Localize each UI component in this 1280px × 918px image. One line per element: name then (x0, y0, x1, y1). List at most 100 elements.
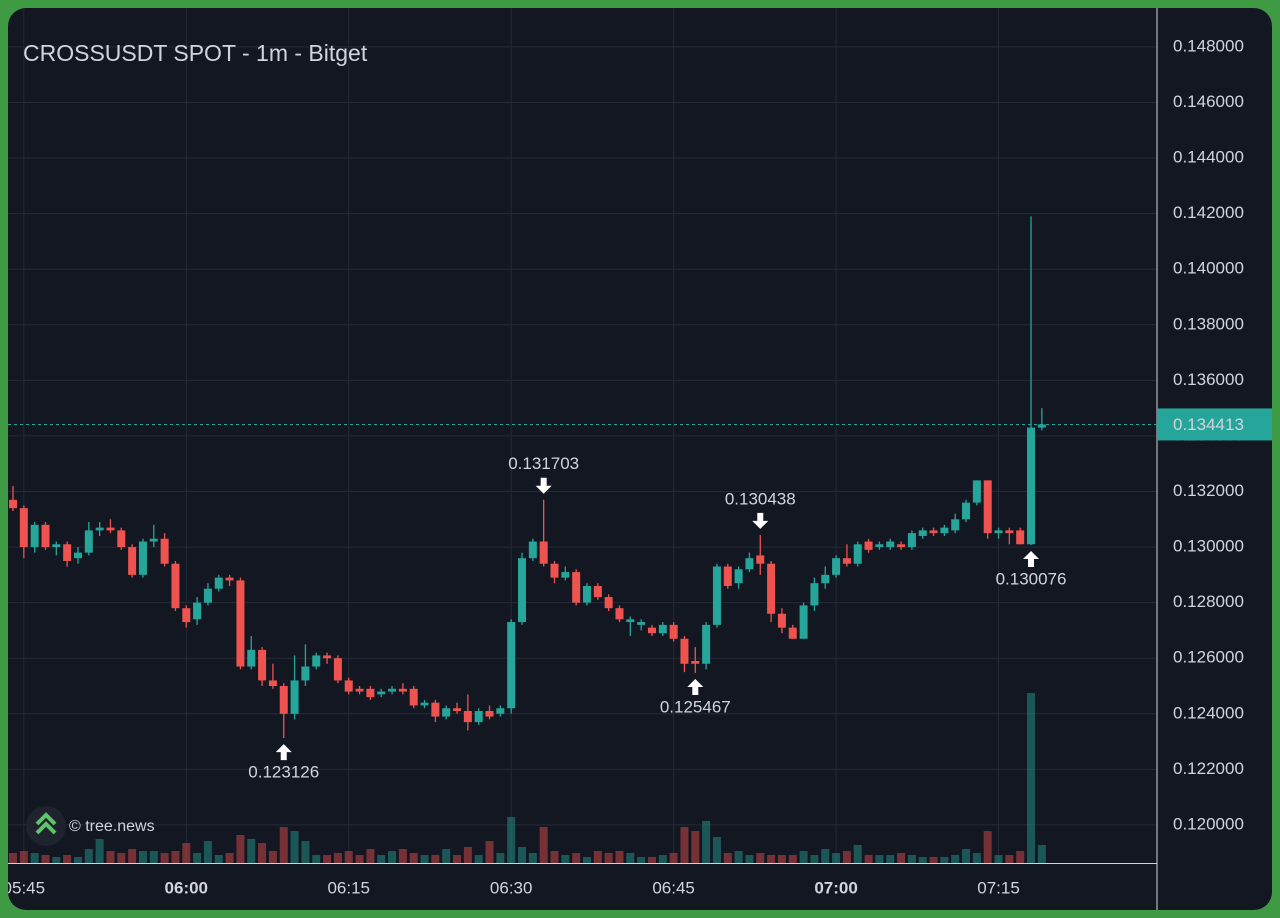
volume-bar (41, 855, 50, 863)
candle-body (377, 691, 386, 695)
candle-body (712, 566, 721, 625)
volume-bar (106, 851, 115, 863)
volume-bar (160, 853, 169, 863)
volume-bar (225, 853, 234, 863)
candle-body (19, 508, 28, 548)
volume-bar (777, 855, 786, 863)
candle-body (1005, 530, 1014, 534)
candle-body (409, 688, 418, 706)
volume-bar (1005, 855, 1014, 863)
volume-bar (637, 857, 646, 863)
volume-bar (73, 857, 82, 863)
candle-body (929, 530, 938, 534)
x-tick-label: 06:00 (165, 878, 208, 897)
candle-body (52, 544, 61, 548)
volume-bar (398, 849, 407, 863)
candle-layer (9, 216, 1046, 739)
candle-body (691, 660, 700, 664)
volume-bar (918, 857, 927, 863)
candle-body (30, 524, 39, 548)
candle-body (138, 541, 147, 575)
candle-body (463, 711, 472, 723)
candle-body (810, 583, 819, 606)
candle-body (897, 544, 906, 548)
volume-bar (962, 849, 971, 863)
volume-bar (323, 855, 332, 863)
candle-body (496, 708, 505, 714)
candle-body (658, 624, 667, 634)
y-tick-label: 0.138000 (1173, 314, 1244, 333)
volume-bar (355, 855, 364, 863)
annotation-label: 0.125467 (660, 698, 731, 717)
volume-bar (929, 857, 938, 863)
volume-bar (756, 853, 765, 863)
chart-title: CROSSUSDT SPOT - 1m - Bitget (23, 40, 368, 66)
annotation-label: 0.130076 (996, 569, 1067, 588)
volume-bar (1037, 845, 1046, 863)
candle-body (821, 574, 830, 584)
volume-bar (647, 857, 656, 863)
y-tick-label: 0.130000 (1173, 537, 1244, 556)
candle-body (420, 702, 429, 706)
volume-bar (658, 855, 667, 863)
volume-bar (409, 853, 418, 863)
volume-bar (9, 853, 17, 863)
volume-bar (788, 855, 797, 863)
candle-body (225, 577, 234, 581)
volume-bar (1016, 851, 1025, 863)
overlay: 0.123126 0.131703 0.125467 0.130438 0.130076… (8, 408, 1272, 782)
volume-bar (84, 849, 93, 863)
volume-bar (19, 851, 28, 863)
volume-bar (279, 827, 288, 863)
panel (8, 8, 1272, 910)
y-tick-label: 0.146000 (1173, 92, 1244, 111)
candle-body (604, 597, 613, 609)
candle-body (355, 688, 364, 692)
candle-body (1016, 530, 1025, 545)
axes: 0.120000 0.122000 0.124000 0.126000 0.128000… (3, 8, 1244, 910)
candle-body (268, 680, 277, 686)
candle-body (972, 480, 981, 503)
volume-bar (907, 855, 916, 863)
watermark-icon (35, 812, 57, 835)
candle-body (193, 602, 202, 620)
candle-body (182, 608, 191, 623)
candle-body (918, 530, 927, 536)
candle-body (994, 530, 1003, 534)
annotation-arrow (752, 512, 769, 529)
volume-bar (691, 831, 700, 863)
y-tick-label: 0.142000 (1173, 203, 1244, 222)
candle-body (41, 524, 50, 548)
candle-body (214, 577, 223, 589)
candle-body (247, 649, 256, 667)
volume-bar (810, 855, 819, 863)
volume-bar (832, 853, 841, 863)
candle-body (453, 708, 462, 712)
y-tick-label: 0.128000 (1173, 592, 1244, 611)
candle-body (442, 708, 451, 717)
candle-body (875, 544, 884, 548)
volume-bar (539, 827, 548, 863)
candle-body (312, 655, 321, 667)
volume-bar (528, 853, 537, 863)
volume-bar (712, 837, 721, 863)
candle-body (864, 541, 873, 550)
candle-body (333, 658, 342, 681)
grid (8, 8, 1157, 863)
candle-body (626, 619, 635, 623)
volume-bar (258, 843, 267, 863)
candle-body (680, 638, 689, 664)
volume-bar (193, 853, 202, 863)
volume-bar (268, 851, 277, 863)
x-tick-label: 05:45 (3, 878, 46, 897)
volume-bar (290, 831, 299, 863)
annotation-label: 0.131703 (508, 454, 579, 473)
y-tick-label: 0.122000 (1173, 759, 1244, 778)
volume-bar (842, 851, 851, 863)
volume-bar (171, 851, 180, 863)
y-tick-label: 0.124000 (1173, 703, 1244, 722)
volume-bar (680, 827, 689, 863)
candle-body (788, 627, 797, 639)
volume-bar (821, 849, 830, 863)
